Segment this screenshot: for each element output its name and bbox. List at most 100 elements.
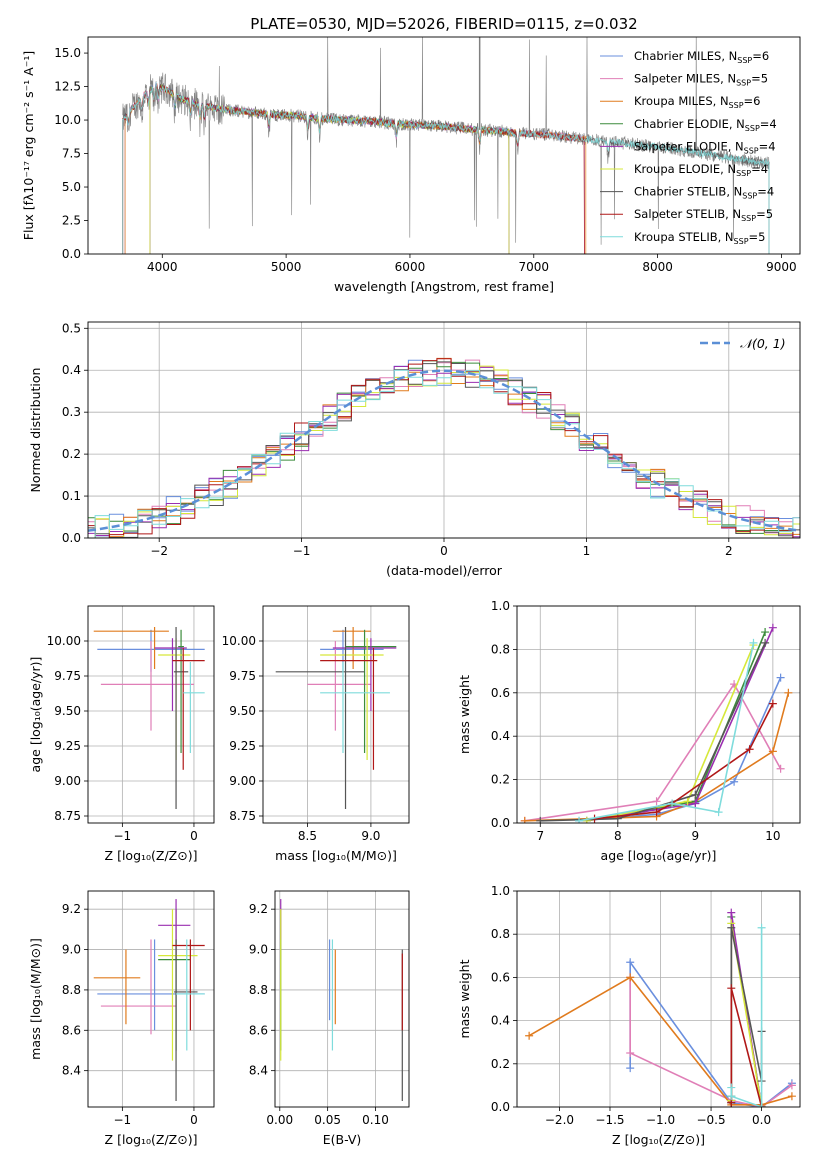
model-fit-line xyxy=(122,82,770,254)
y-tick-label: 9.50 xyxy=(229,704,256,718)
data-point-marker xyxy=(575,816,584,823)
x-tick-label: −1 xyxy=(293,544,311,558)
data-point-marker xyxy=(776,764,785,773)
data-point-marker xyxy=(626,958,635,967)
axes-border xyxy=(516,890,801,1108)
y-tick-label: 7.5 xyxy=(62,147,81,161)
axes-frame: −2.0 −1.5 −1.0 −0.5 0.0 0.0 0.2 0.4 0.6 0.8 1.0 Z [… xyxy=(457,884,801,1147)
data-point-marker xyxy=(691,790,700,799)
plot-area xyxy=(93,627,205,809)
x-axis-label: E(B-V) xyxy=(323,1132,362,1147)
data-point-marker xyxy=(652,808,661,817)
x-tick-label: 9 xyxy=(692,829,700,843)
x-tick-label: 9.0 xyxy=(361,829,380,843)
legend-label-subscript: SSP xyxy=(745,124,760,133)
figure-title: PLATE=0530, MJD=52026, FIBERID=0115, z=0… xyxy=(250,15,637,33)
y-tick-label: 0.2 xyxy=(62,447,81,461)
x-axis-label: Z [log₁₀(Z/Z⊙)] xyxy=(105,1132,198,1147)
legend-label-count: =5 xyxy=(751,72,768,86)
y-tick-label: 0.2 xyxy=(491,1057,510,1071)
x-tick-label: 6000 xyxy=(395,260,426,274)
y-tick-label: 10.00 xyxy=(47,634,81,648)
y-tick-label: 1.0 xyxy=(491,599,510,613)
data-point-marker xyxy=(626,1049,635,1057)
mass-weight-line xyxy=(586,627,774,822)
y-tick-label: 0.0 xyxy=(491,1100,510,1114)
y-tick-label: 0.6 xyxy=(491,970,510,984)
y-tick-label: 8.4 xyxy=(249,1064,268,1078)
data-point-marker xyxy=(652,797,661,806)
legend: Chabrier MILES, NSSP=6 Salpeter MILES, N S… xyxy=(600,49,777,246)
data-point-marker xyxy=(582,816,591,823)
legend-label-name: Salpeter MILES, N xyxy=(634,72,736,86)
data-point-marker xyxy=(691,799,700,808)
y-tick-label: 9.2 xyxy=(249,902,268,916)
y-tick-label: 8.6 xyxy=(249,1023,268,1037)
axes-border xyxy=(262,605,410,824)
x-axis-label: wavelength [Angstrom, rest frame] xyxy=(334,279,554,294)
panel-spectrum: 4000 5000 6000 7000 8000 9000 0.0 2.5 5.0 7.5 10.0… xyxy=(21,36,801,294)
data-point-marker xyxy=(761,638,770,647)
x-tick-label: 10 xyxy=(765,829,780,843)
y-axis-label: Flux [fλ10⁻¹⁷ erg cm⁻² s⁻¹ A⁻¹] xyxy=(21,51,36,240)
x-tick-label: 1 xyxy=(583,544,591,558)
y-tick-label: 0.8 xyxy=(491,927,510,941)
y-tick-label: 10.0 xyxy=(54,113,81,127)
x-tick-label: 0.10 xyxy=(362,1113,389,1127)
x-tick-label: 4000 xyxy=(147,260,178,274)
y-tick-label: 9.0 xyxy=(62,943,81,957)
legend-label-name: Salpeter STELIB, N xyxy=(634,207,741,221)
legend-label-name: Kroupa MILES, N xyxy=(634,94,729,108)
y-tick-label: 0.4 xyxy=(62,363,81,377)
panel-mass-vs-Z: −1 0 8.4 8.6 8.8 9.0 9.2 Z [log₁₀(Z/Z⊙)] mass [l… xyxy=(28,890,215,1147)
model-fit-line xyxy=(124,84,587,254)
legend-label-count: =4 xyxy=(751,162,768,176)
y-tick-label: 0.4 xyxy=(491,1014,510,1028)
axes-frame: −2 −1 0 1 2 0.0 0.1 0.2 0.3 0.4 0.5 (data-model)/er… xyxy=(28,321,801,578)
plot-area xyxy=(275,627,397,809)
plot-area xyxy=(122,37,770,254)
legend-label: Kroupa MILES, NSSP=6 xyxy=(634,94,760,110)
x-tick-label: 0 xyxy=(190,1113,198,1127)
legend-label: Salpeter ELODIE, NSSP=4 xyxy=(634,139,776,155)
y-tick-label: 9.75 xyxy=(229,669,256,683)
panel-age-vs-mass: 8.5 9.0 8.75 9.00 9.25 9.50 9.75 10.00 mass [log… xyxy=(222,605,410,863)
data-point-marker xyxy=(626,1064,635,1073)
y-tick-label: 0.0 xyxy=(62,531,81,545)
data-point-marker xyxy=(776,673,785,682)
mass-weight-line xyxy=(524,682,782,822)
y-tick-label: 9.2 xyxy=(62,902,81,916)
x-tick-label: 2 xyxy=(725,544,733,558)
x-tick-label: 7 xyxy=(536,829,544,843)
data-point-marker xyxy=(749,638,758,647)
legend-label: Chabrier MILES, NSSP=6 xyxy=(634,49,769,65)
legend-label-count: =6 xyxy=(752,49,769,63)
y-tick-label: 0.4 xyxy=(491,729,510,743)
data-point-marker xyxy=(626,973,635,982)
data-point-marker xyxy=(784,688,793,697)
data-point-marker xyxy=(787,1081,796,1090)
x-tick-label: −1.0 xyxy=(646,1113,675,1127)
axes-frame: 0.00 0.05 0.10 8.4 8.6 8.8 9.0 9.2 E(B-V) xyxy=(249,890,410,1147)
mass-weight-line xyxy=(586,644,755,822)
data-point-marker xyxy=(520,816,529,823)
axes-frame: 7 8 9 10 0.0 0.2 0.4 0.6 0.8 1.0 age [log₁₀(age/yr… xyxy=(457,599,801,863)
x-tick-label: 8000 xyxy=(642,260,673,274)
axes-frame: −1 0 8.4 8.6 8.8 9.0 9.2 Z [log₁₀(Z/Z⊙)] mass [l… xyxy=(28,890,215,1147)
legend-label: Chabrier STELIB, NSSP=4 xyxy=(634,185,774,201)
x-tick-label: 7000 xyxy=(519,260,550,274)
x-tick-label: 0.05 xyxy=(314,1113,341,1127)
data-point-marker xyxy=(730,777,739,786)
legend-label-name: Chabrier STELIB, N xyxy=(634,185,742,199)
x-tick-label: 9000 xyxy=(766,260,797,274)
x-tick-label: −1 xyxy=(114,829,132,843)
y-tick-label: 15.0 xyxy=(54,46,81,60)
y-tick-label: 9.50 xyxy=(54,704,81,718)
data-point-marker xyxy=(536,816,545,823)
axes-border xyxy=(87,890,215,1108)
legend-label-subscript: SSP xyxy=(734,237,749,246)
legend: 𝒩(0, 1) xyxy=(700,336,786,351)
mass-weight-line xyxy=(540,642,766,822)
x-tick-label: 0 xyxy=(190,829,198,843)
